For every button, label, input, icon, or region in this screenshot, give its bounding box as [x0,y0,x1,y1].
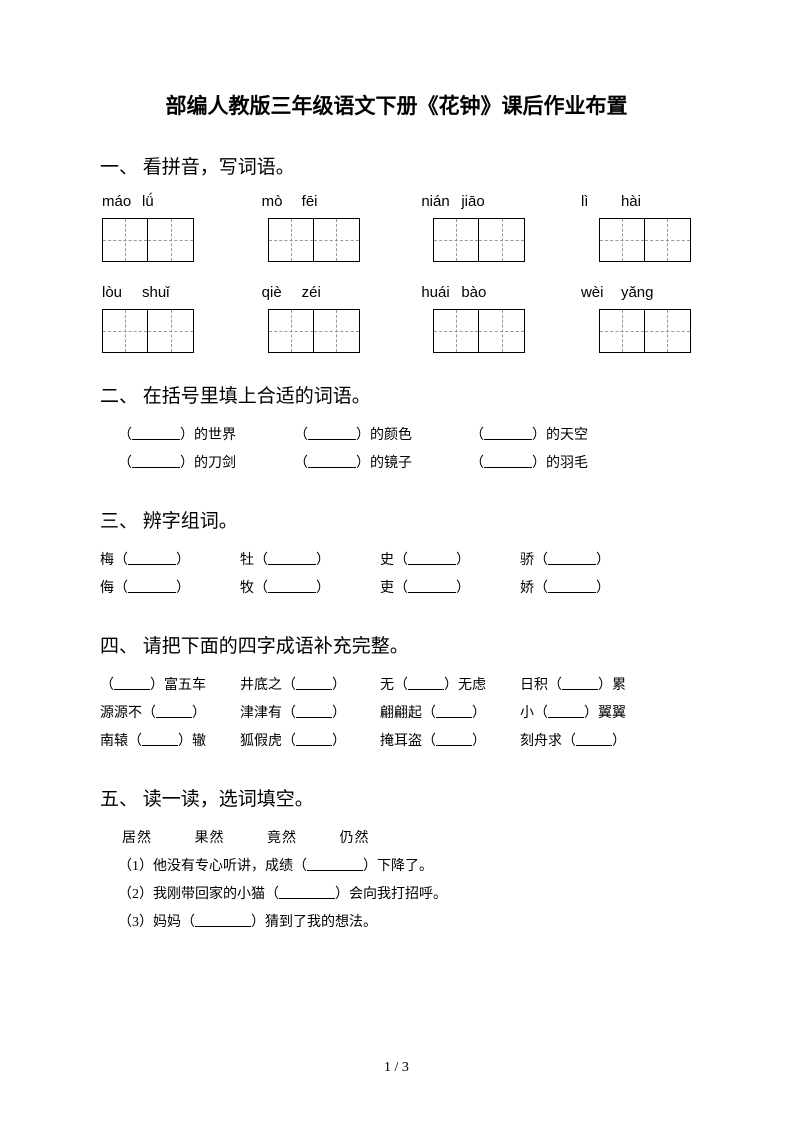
fill-item: （）的镜子 [294,450,470,478]
char-item: 侮（） [100,575,240,603]
section-3-heading: 三、 辨字组词。 [100,506,693,533]
pinyin-item: niánjiāo [421,193,531,210]
section-4-heading: 四、 请把下面的四字成语补充完整。 [100,631,693,658]
pinyin-item: huáibào [421,284,531,301]
pinyin-syl: yǎng [621,284,654,301]
pinyin-syl: mò [262,193,302,210]
fill-item: （）的世界 [118,422,294,450]
word-options: 居然 果然 竟然 仍然 [100,825,693,853]
pinyin-syl: jiāo [461,193,484,210]
option: 果然 [195,831,225,846]
section-1: 一、 看拼音，写词语。 máolǘ mòfēi niánjiāo lìhài l… [100,152,693,353]
pinyin-syl: lǘ [142,193,154,210]
pinyin-syl: lì [581,193,621,210]
page-number: 1 / 3 [0,1060,793,1076]
char-item: 史（） [380,547,520,575]
section-1-heading: 一、 看拼音，写词语。 [100,152,693,179]
sentence: （1）他没有专心听讲，成绩（）下降了。 [100,853,693,881]
pinyin-item: mòfēi [262,193,372,210]
pinyin-syl: qiè [262,284,302,301]
char-item: 梅（） [100,547,240,575]
pinyin-syl: lòu [102,284,142,301]
char-item: 牧（） [240,575,380,603]
idiom-item: 翩翩起（） [380,700,520,728]
pinyin-syl: hài [621,193,641,210]
writing-box [102,309,194,353]
pinyin-item: máolǘ [102,193,212,210]
fill-item: （）的刀剑 [118,450,294,478]
writing-box [268,218,360,262]
sentence: （3）妈妈（）猜到了我的想法。 [100,909,693,937]
char-item: 吏（） [380,575,520,603]
char-item: 牡（） [240,547,380,575]
pinyin-item: qièzéi [262,284,372,301]
writing-box [433,218,525,262]
pinyin-syl: fēi [302,193,318,210]
writing-box-row [100,218,693,262]
idiom-item: 刻舟求（） [520,728,660,756]
idiom-item: 无（）无虑 [380,672,520,700]
char-row: 梅（） 牡（） 史（） 骄（） [100,547,693,575]
idiom-item: 源源不（） [100,700,240,728]
option: 居然 [122,831,152,846]
writing-box [599,309,691,353]
idiom-item: （）富五车 [100,672,240,700]
char-item: 娇（） [520,575,660,603]
char-item: 骄（） [520,547,660,575]
pinyin-syl: huái [421,284,461,301]
option: 仍然 [340,831,370,846]
pinyin-syl: bào [461,284,486,301]
page-title: 部编人教版三年级语文下册《花钟》课后作业布置 [100,90,693,120]
fill-item: （）的天空 [470,422,646,450]
pinyin-syl: wèi [581,284,621,301]
section-2-heading: 二、 在括号里填上合适的词语。 [100,381,693,408]
idiom-item: 小（）翼翼 [520,700,660,728]
idiom-item: 掩耳盗（） [380,728,520,756]
pinyin-syl: nián [421,193,461,210]
idiom-item: 日积（）累 [520,672,660,700]
fill-row: （）的刀剑 （）的镜子 （）的羽毛 [118,450,693,478]
sentence: （2）我刚带回家的小猫（）会向我打招呼。 [100,881,693,909]
idiom-row: （）富五车 井底之（） 无（）无虑 日积（）累 [100,672,693,700]
section-5-heading: 五、 读一读，选词填空。 [100,784,693,811]
section-5: 五、 读一读，选词填空。 居然 果然 竟然 仍然 （1）他没有专心听讲，成绩（）… [100,784,693,937]
pinyin-item: wèiyǎng [581,284,691,301]
section-2: 二、 在括号里填上合适的词语。 （）的世界 （）的颜色 （）的天空 （）的刀剑 … [100,381,693,478]
pinyin-row-1: máolǘ mòfēi niánjiāo lìhài [100,193,693,210]
section-3: 三、 辨字组词。 梅（） 牡（） 史（） 骄（） 侮（） 牧（） 吏（） 娇（） [100,506,693,603]
idiom-item: 井底之（） [240,672,380,700]
fill-row: （）的世界 （）的颜色 （）的天空 [118,422,693,450]
writing-box [599,218,691,262]
fill-item: （）的羽毛 [470,450,646,478]
writing-box [433,309,525,353]
idiom-item: 南辕（）辙 [100,728,240,756]
pinyin-item: lìhài [581,193,691,210]
fill-item: （）的颜色 [294,422,470,450]
section-4: 四、 请把下面的四字成语补充完整。 （）富五车 井底之（） 无（）无虑 日积（）… [100,631,693,756]
writing-box [268,309,360,353]
pinyin-syl: máo [102,193,142,210]
option: 竟然 [267,831,297,846]
pinyin-item: lòushuǐ [102,284,212,301]
idiom-row: 南辕（）辙 狐假虎（） 掩耳盗（） 刻舟求（） [100,728,693,756]
writing-box-row [100,309,693,353]
idiom-row: 源源不（） 津津有（） 翩翩起（） 小（）翼翼 [100,700,693,728]
idiom-item: 津津有（） [240,700,380,728]
pinyin-row-2: lòushuǐ qièzéi huáibào wèiyǎng [100,284,693,301]
writing-box [102,218,194,262]
pinyin-syl: zéi [302,284,321,301]
pinyin-syl: shuǐ [142,284,170,301]
idiom-item: 狐假虎（） [240,728,380,756]
char-row: 侮（） 牧（） 吏（） 娇（） [100,575,693,603]
